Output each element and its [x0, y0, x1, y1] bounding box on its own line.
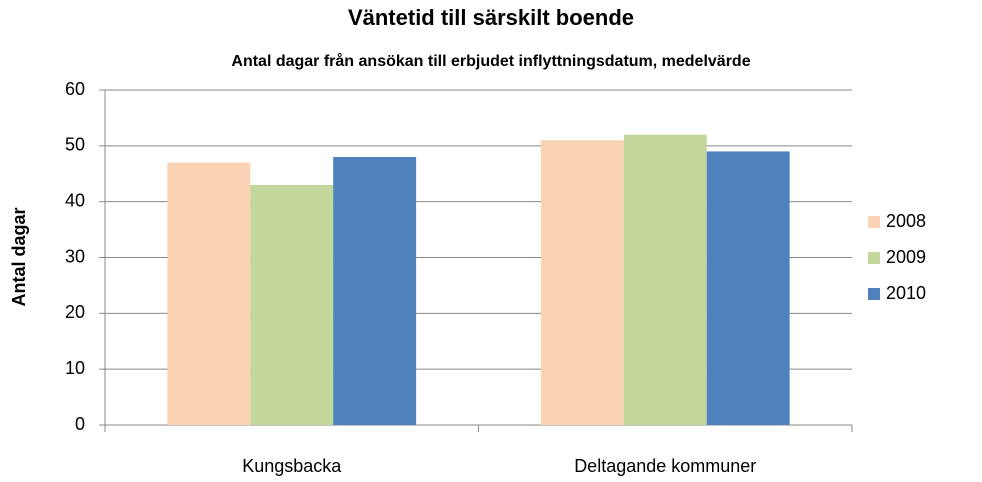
bar	[623, 134, 707, 425]
bar	[540, 140, 624, 425]
y-tick-label: 20	[65, 302, 85, 322]
x-tick-label: Deltagande kommuner	[574, 456, 756, 476]
y-axis-label: Antal dagar	[9, 207, 29, 306]
chart-subtitle: Antal dagar från ansökan till erbjudet i…	[231, 52, 750, 70]
bar	[167, 162, 251, 426]
y-tick-label: 0	[75, 414, 85, 434]
y-tick-label: 60	[65, 79, 85, 99]
bar	[706, 151, 790, 425]
chart-title: Väntetid till särskilt boende	[348, 5, 634, 30]
legend-swatch	[868, 288, 880, 300]
legend-swatch	[868, 252, 880, 264]
y-tick-label: 30	[65, 246, 85, 266]
legend-label: 2008	[886, 211, 926, 231]
legend-label: 2009	[886, 247, 926, 267]
y-tick-label: 40	[65, 190, 85, 210]
x-tick-label: Kungsbacka	[242, 456, 342, 476]
legend-swatch	[868, 216, 880, 228]
bar	[250, 184, 334, 425]
y-tick-label: 10	[65, 358, 85, 378]
bar	[333, 157, 417, 425]
legend-label: 2010	[886, 283, 926, 303]
y-tick-label: 50	[65, 135, 85, 155]
